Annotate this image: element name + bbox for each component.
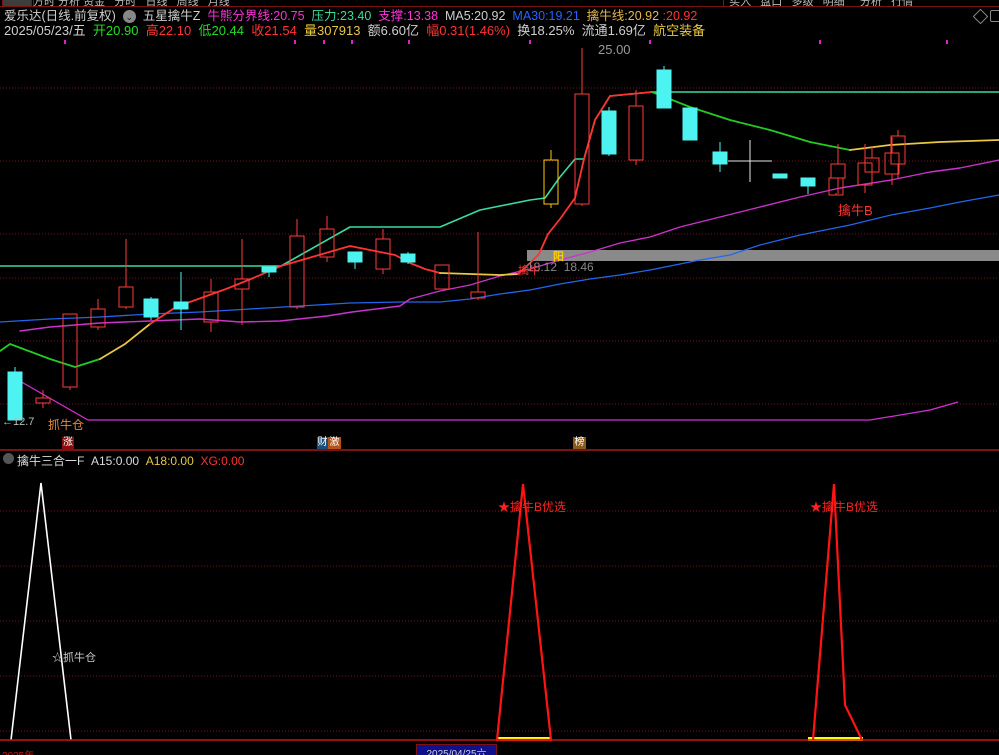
svg-text:★擒牛B优选: ★擒牛B优选 bbox=[810, 499, 878, 514]
svg-text:☆抓牛仓: ☆抓牛仓 bbox=[52, 650, 96, 664]
svg-text:★擒牛B优选: ★擒牛B优选 bbox=[498, 499, 566, 514]
